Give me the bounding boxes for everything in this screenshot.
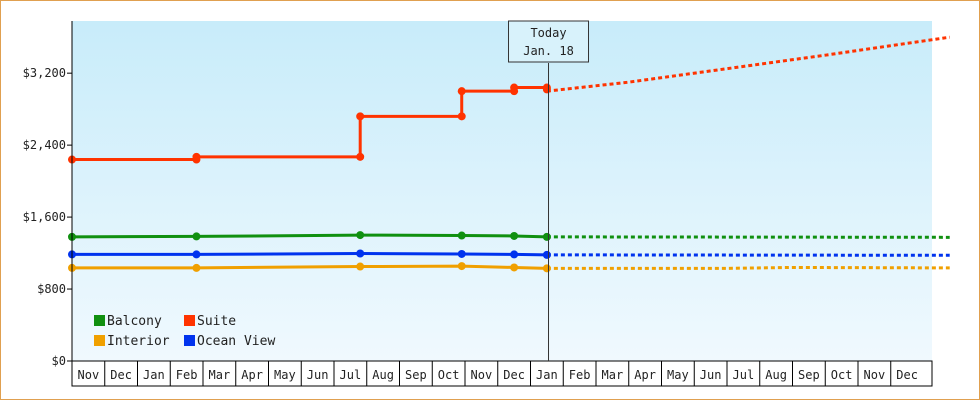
legend-label: Interior bbox=[107, 334, 170, 349]
data-point bbox=[458, 232, 466, 240]
series-history-line bbox=[72, 254, 547, 255]
y-tick-label: $0 bbox=[52, 354, 66, 368]
x-tick-label: Oct bbox=[438, 368, 460, 382]
x-tick-label: Jul bbox=[733, 368, 755, 382]
x-tick-label: Jan bbox=[143, 368, 165, 382]
today-date: Jan. 18 bbox=[523, 44, 574, 58]
today-label: Today bbox=[530, 26, 566, 40]
legend-swatch bbox=[184, 315, 195, 326]
legend-swatch bbox=[184, 335, 195, 346]
data-point bbox=[543, 251, 551, 259]
data-point bbox=[543, 85, 551, 93]
x-tick-label: Apr bbox=[634, 368, 656, 382]
x-tick-label: Jul bbox=[340, 368, 362, 382]
x-tick-label: Mar bbox=[602, 368, 624, 382]
data-point bbox=[192, 153, 200, 161]
x-tick-label: Dec bbox=[503, 368, 525, 382]
series-history-line bbox=[72, 235, 547, 237]
data-point bbox=[356, 263, 364, 271]
x-tick-label: Jun bbox=[307, 368, 329, 382]
data-point bbox=[356, 231, 364, 239]
x-tick-label: Sep bbox=[798, 368, 820, 382]
x-tick-label: Sep bbox=[405, 368, 427, 382]
data-point bbox=[510, 250, 518, 258]
y-tick-label: $3,200 bbox=[23, 66, 66, 80]
x-tick-label: Aug bbox=[765, 368, 787, 382]
data-point bbox=[192, 250, 200, 258]
x-tick-label: Nov bbox=[471, 368, 493, 382]
x-tick-label: Jan bbox=[536, 368, 558, 382]
x-tick-label: May bbox=[667, 368, 689, 382]
data-point bbox=[543, 264, 551, 272]
data-point bbox=[458, 87, 466, 95]
x-tick-label: Dec bbox=[896, 368, 918, 382]
legend-label: Suite bbox=[197, 314, 236, 329]
legend-label: Balcony bbox=[107, 314, 162, 329]
y-tick-label: $2,400 bbox=[23, 138, 66, 152]
x-tick-label: Oct bbox=[831, 368, 853, 382]
x-tick-label: Apr bbox=[241, 368, 263, 382]
data-point bbox=[510, 232, 518, 240]
data-point bbox=[543, 233, 551, 241]
plot-background bbox=[72, 21, 932, 361]
legend-label: Ocean View bbox=[197, 334, 275, 349]
legend-swatch bbox=[94, 315, 105, 326]
x-tick-label: Mar bbox=[209, 368, 231, 382]
data-point bbox=[458, 112, 466, 120]
x-tick-label: Jun bbox=[700, 368, 722, 382]
x-tick-label: Feb bbox=[569, 368, 591, 382]
data-point bbox=[458, 250, 466, 258]
y-tick-label: $800 bbox=[37, 282, 66, 296]
legend-swatch bbox=[94, 335, 105, 346]
data-point bbox=[192, 232, 200, 240]
x-tick-label: Aug bbox=[372, 368, 394, 382]
legend-item-ocean-view: Ocean View bbox=[184, 334, 275, 349]
data-point bbox=[458, 262, 466, 270]
data-point bbox=[356, 153, 364, 161]
y-tick-label: $1,600 bbox=[23, 210, 66, 224]
data-point bbox=[510, 84, 518, 92]
x-tick-label: May bbox=[274, 368, 296, 382]
data-point bbox=[510, 263, 518, 271]
data-point bbox=[192, 264, 200, 272]
x-tick-label: Feb bbox=[176, 368, 198, 382]
x-tick-label: Nov bbox=[864, 368, 886, 382]
x-tick-label: Dec bbox=[110, 368, 132, 382]
data-point bbox=[356, 112, 364, 120]
x-tick-label: Nov bbox=[78, 368, 100, 382]
data-point bbox=[356, 250, 364, 258]
